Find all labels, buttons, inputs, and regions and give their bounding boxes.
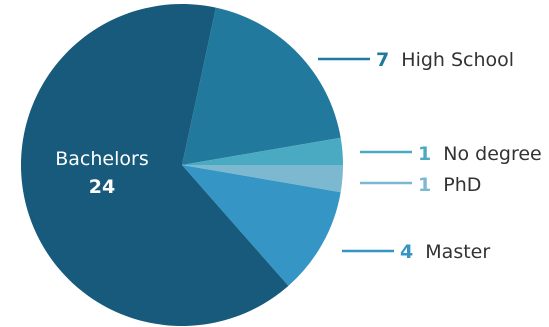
slice-category-high-school: High School	[401, 49, 514, 71]
slice-master	[182, 165, 341, 286]
slice-category-master: Master	[425, 241, 490, 263]
slice-category-phd: PhD	[443, 174, 481, 196]
slice-label-phd: 1 PhD	[418, 174, 481, 196]
slice-value-master: 4	[400, 241, 413, 263]
slice-label-no-degree: 1 No degree	[418, 143, 542, 165]
slice-value-no-degree: 1	[418, 143, 431, 165]
slice-value-phd: 1	[418, 174, 431, 196]
slice-label-high-school: 7 High School	[376, 49, 514, 71]
slice-high-school	[182, 7, 341, 166]
slice-phd	[182, 165, 343, 193]
leader-lines	[318, 57, 412, 253]
slice-label-bachelors-value: 24	[89, 176, 115, 198]
slice-label-bachelors-category: Bachelors	[55, 148, 148, 170]
slice-bachelors	[20, 3, 289, 327]
slice-no-degree	[182, 137, 343, 165]
pie-slices	[20, 3, 343, 327]
slice-label-master: 4 Master	[400, 241, 490, 263]
slice-category-no-degree: No degree	[443, 143, 541, 165]
slice-value-high-school: 7	[376, 49, 389, 71]
